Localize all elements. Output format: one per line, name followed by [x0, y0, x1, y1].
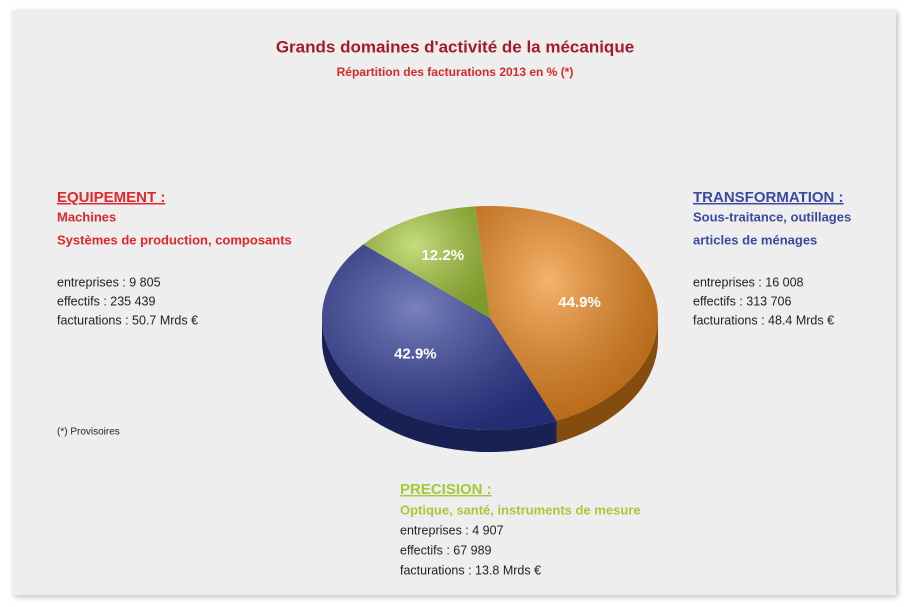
category-description: Machines	[57, 209, 116, 224]
category-detail: facturations : 13.8 Mrds €	[400, 563, 541, 577]
pie-side	[556, 318, 658, 443]
slice-shine	[475, 206, 658, 421]
category-detail: facturations : 50.7 Mrds €	[57, 313, 198, 327]
category-detail: entreprises : 16 008	[693, 275, 804, 289]
category-description: Optique, santé, instruments de mesure	[400, 502, 641, 517]
category-description: Sous-traitance, outillages	[693, 209, 851, 224]
category-detail: entreprises : 4 907	[400, 523, 504, 537]
slice-shine	[363, 206, 490, 318]
chart-subtitle: Répartition des facturations 2013 en % (…	[337, 65, 574, 79]
category-detail: entreprises : 9 805	[57, 275, 161, 289]
slice-shine	[321, 244, 557, 431]
pie-side	[322, 318, 557, 452]
category-heading: EQUIPEMENT :	[57, 189, 165, 206]
category-heading: TRANSFORMATION :	[693, 189, 844, 206]
category-heading: PRECISION :	[400, 481, 492, 498]
category-detail: facturations : 48.4 Mrds €	[693, 313, 834, 327]
category-description: Systèmes de production, composants	[57, 232, 292, 247]
value-label: 44.9%	[558, 294, 601, 311]
category-detail: effectifs : 235 439	[57, 294, 155, 308]
side-shade	[322, 318, 557, 452]
chart-title: Grands domaines d'activité de la mécaniq…	[276, 37, 634, 56]
category-detail: effectifs : 67 989	[400, 543, 492, 557]
note: (*) Provisoires	[57, 427, 120, 438]
value-label: 12.2%	[422, 247, 465, 264]
category-detail: effectifs : 313 706	[693, 294, 791, 308]
side-shade	[556, 318, 658, 443]
value-label: 42.9%	[394, 345, 437, 362]
category-description: articles de ménages	[693, 232, 817, 247]
